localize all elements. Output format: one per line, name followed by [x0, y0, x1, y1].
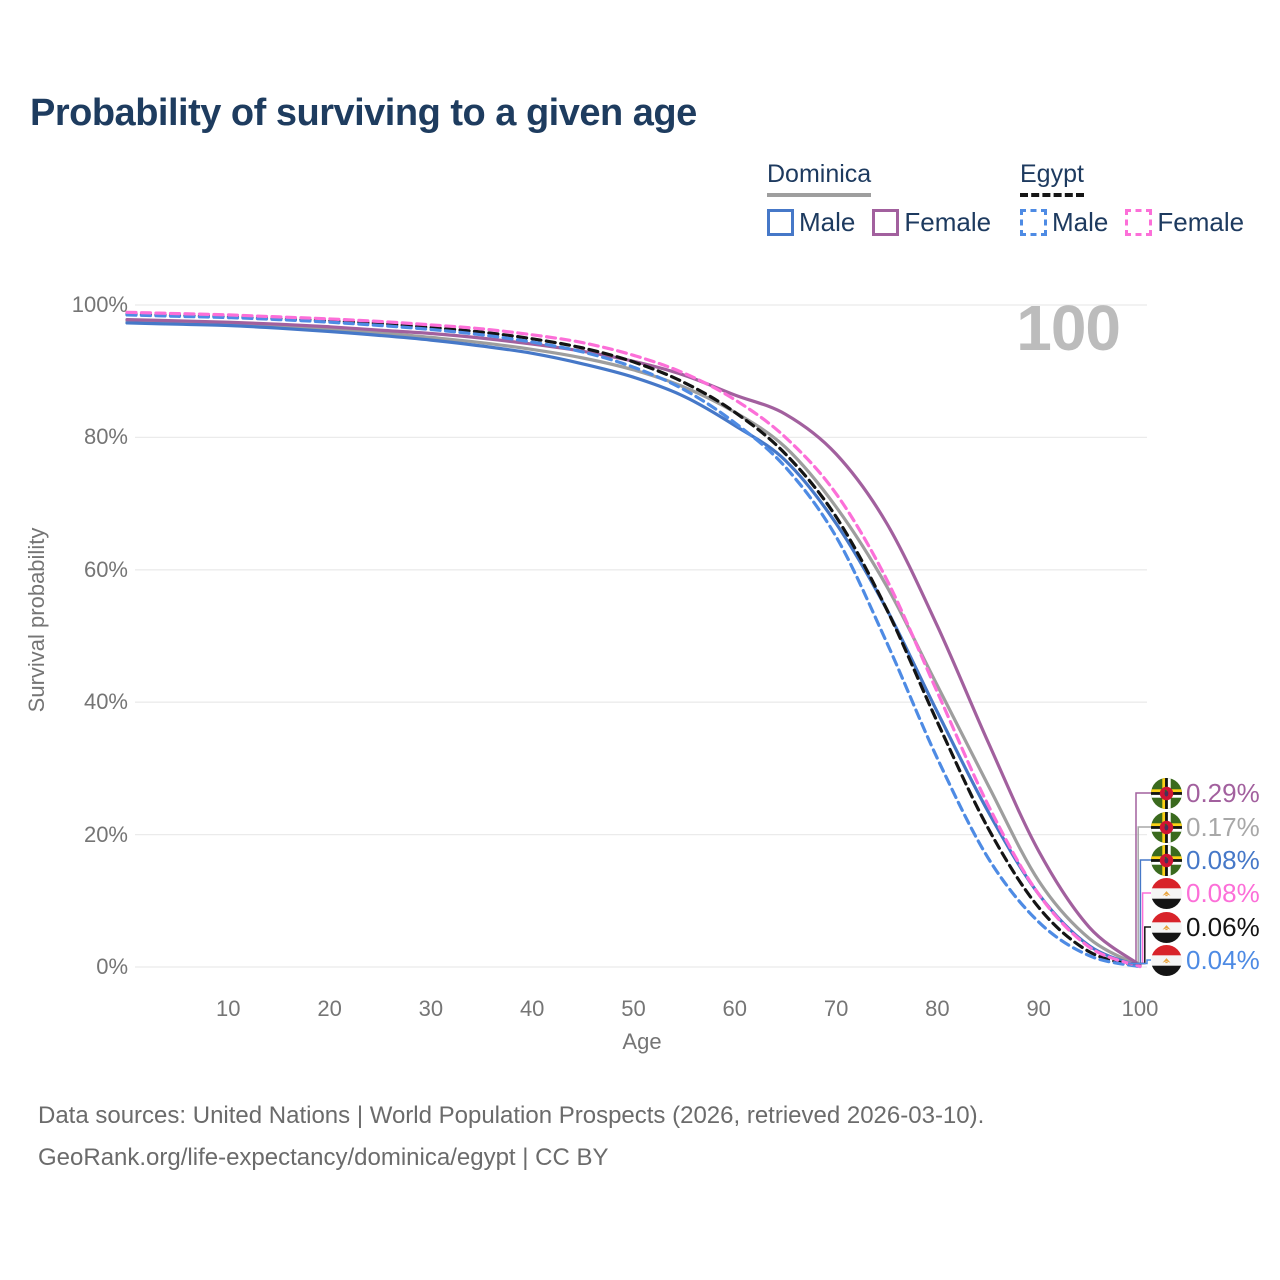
hovered-age-watermark: 100: [1016, 292, 1121, 364]
x-tick-label: 70: [823, 996, 849, 1021]
dominica-flag-icon: [1151, 777, 1182, 809]
dominica-flag-icon: [1151, 844, 1182, 876]
leader-line: [1128, 859, 1151, 965]
x-tick-label: 40: [519, 996, 545, 1021]
y-axis-title: Survival probability: [24, 527, 49, 713]
leader-line: [1128, 792, 1151, 965]
end-label-value: 0.04%: [1186, 944, 1260, 975]
egypt-flag-icon: [1151, 911, 1182, 943]
leader-line: [1128, 959, 1151, 965]
legend-group-egypt: Egypt Male Female: [1020, 160, 1244, 238]
end-label-value: 0.06%: [1186, 911, 1260, 942]
y-tick-label: 40%: [83, 689, 128, 715]
series-line-egypt-female[interactable]: [125, 310, 1142, 969]
footer-attribution: GeoRank.org/life-expectancy/dominica/egy…: [38, 1144, 609, 1171]
end-label-value: 0.08%: [1186, 877, 1260, 908]
x-tick-label: 100: [1121, 996, 1159, 1021]
x-tick-label: 60: [722, 996, 748, 1021]
page-title: Probability of surviving to a given age: [30, 92, 697, 134]
legend-header-dominica[interactable]: Dominica: [767, 160, 872, 197]
legend-item-label: Female: [1157, 207, 1245, 237]
legend-header-egypt[interactable]: Egypt: [1020, 160, 1084, 197]
end-label-dominica-female: 0.29%: [1151, 776, 1260, 810]
x-tick-label: 10: [216, 996, 241, 1021]
footer: Data sources: United Nations | World Pop…: [38, 1095, 984, 1179]
footer-data-sources: Data sources: United Nations | World Pop…: [38, 1102, 985, 1129]
x-axis-title: Age: [622, 1029, 662, 1054]
legend-item-dominica-female[interactable]: Female: [872, 207, 991, 238]
dominica-flag-icon: [1151, 811, 1182, 843]
x-tick-label: 20: [317, 996, 342, 1021]
legend-item-dominica-male[interactable]: Male: [767, 207, 855, 238]
end-label-dominica-both-sexes: 0.17%: [1151, 810, 1260, 844]
x-tick-label: 80: [925, 996, 950, 1021]
egypt-flag-icon: [1151, 877, 1182, 909]
x-tick-label: 90: [1026, 996, 1051, 1021]
x-tick-label: 50: [621, 996, 646, 1021]
end-label-value: 0.08%: [1186, 844, 1260, 875]
legend-item-label: Male: [1052, 207, 1109, 237]
series-line-dominica-female[interactable]: [125, 318, 1142, 967]
legend-item-label: Female: [904, 207, 992, 237]
y-tick-label: 100%: [71, 292, 128, 317]
y-tick-label: 20%: [83, 821, 128, 847]
end-label-value: 0.29%: [1186, 777, 1260, 808]
legend-item-egypt-male[interactable]: Male: [1020, 207, 1108, 238]
end-label-value: 0.17%: [1186, 811, 1260, 842]
y-tick-label: 60%: [83, 556, 128, 582]
egypt-female-swatch-icon: [1125, 209, 1153, 236]
leader-line: [1128, 892, 1151, 965]
y-tick-label: 0%: [96, 954, 128, 979]
dominica-female-swatch-icon: [872, 209, 900, 236]
end-label-egypt-both-sexes: 0.06%: [1151, 910, 1260, 944]
legend-item-label: Male: [799, 207, 856, 237]
end-label-egypt-male: 0.04%: [1151, 943, 1260, 977]
dominica-male-swatch-icon: [767, 209, 794, 236]
series-line-egypt-male[interactable]: [125, 313, 1142, 969]
end-label-egypt-female: 0.08%: [1151, 876, 1260, 910]
series-line-dominica-male[interactable]: [125, 321, 1142, 969]
egypt-flag-icon: [1151, 944, 1182, 976]
legend-item-egypt-female[interactable]: Female: [1125, 207, 1244, 238]
end-label-dominica-male: 0.08%: [1151, 843, 1260, 877]
leader-line: [1128, 826, 1151, 965]
series-line-egypt-both[interactable]: [125, 312, 1142, 969]
egypt-male-swatch-icon: [1020, 209, 1047, 236]
legend-group-dominica: Dominica Male Female: [767, 160, 991, 238]
y-tick-label: 80%: [83, 424, 128, 450]
series-line-dominica-both[interactable]: [125, 319, 1142, 968]
x-tick-label: 30: [418, 996, 444, 1021]
